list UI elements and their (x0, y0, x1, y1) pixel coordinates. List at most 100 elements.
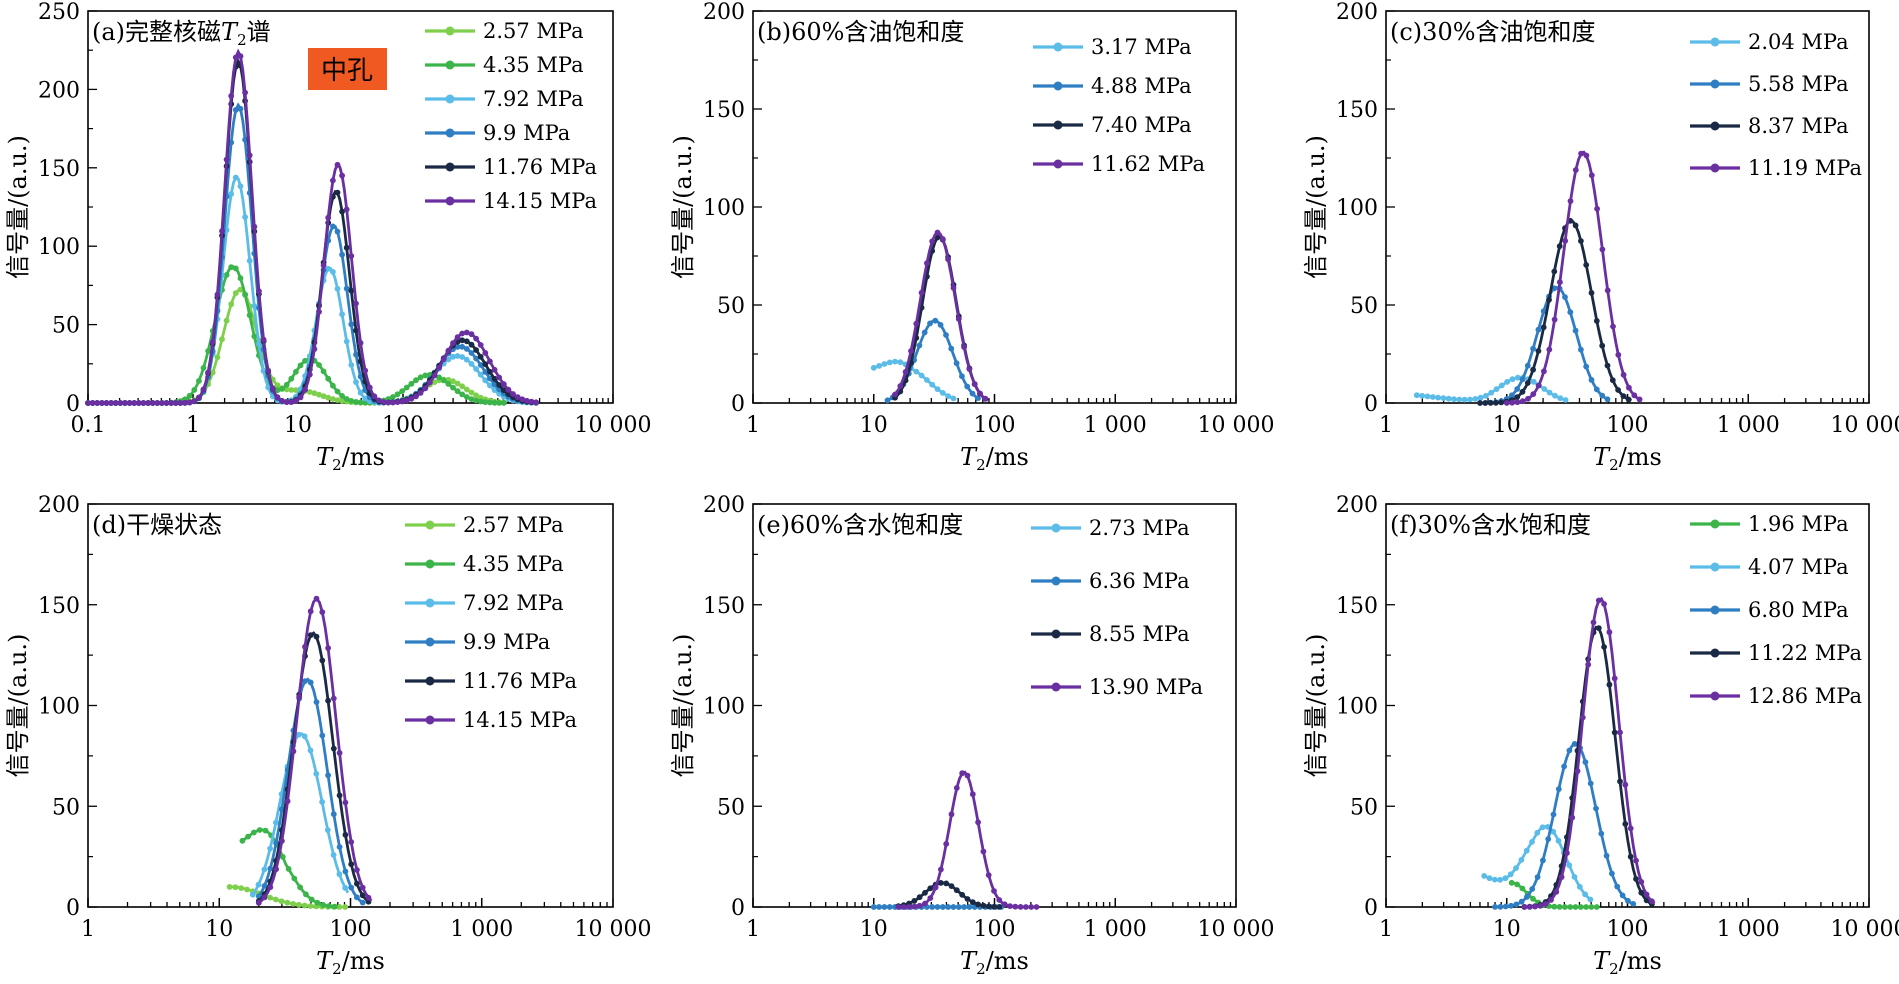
data-point (394, 399, 401, 405)
y-tick-label: 150 (703, 98, 745, 123)
data-point (255, 899, 262, 906)
data-point (307, 632, 314, 638)
legend-label: 6.80 MPa (1748, 598, 1849, 622)
data-point (514, 394, 521, 400)
data-point (1519, 398, 1526, 405)
data-point (159, 400, 165, 406)
data-point (1609, 870, 1615, 877)
data-point (353, 327, 359, 334)
series-line (257, 631, 370, 903)
data-point (251, 829, 257, 836)
data-point (939, 390, 946, 396)
data-point (510, 391, 516, 397)
data-point (1551, 316, 1558, 323)
data-point (1572, 222, 1579, 229)
panel-b: 1 10 100 1 000 10 000 0 50 100 150 200 T2/ms 信号量/(a… (669, 0, 1274, 474)
data-point (966, 904, 973, 910)
data-point (336, 750, 343, 756)
data-point (1627, 853, 1634, 860)
y-tick-label: 150 (38, 594, 80, 619)
data-point (313, 595, 320, 602)
data-point (228, 301, 235, 308)
data-point (491, 375, 498, 382)
data-point (348, 861, 355, 868)
data-point (320, 393, 327, 400)
data-point (450, 353, 456, 360)
panel-e: 1 10 100 1 000 10 000 0 50 100 150 200 T2/ms 信号量/(a… (669, 493, 1274, 978)
data-point (959, 770, 966, 777)
data-point (1514, 394, 1521, 400)
data-point (473, 355, 479, 362)
data-point (99, 400, 105, 406)
y-tick-label: 50 (717, 294, 745, 319)
data-point (1518, 898, 1525, 905)
data-point (1546, 296, 1552, 303)
data-point (290, 748, 297, 755)
data-point (1483, 392, 1489, 399)
data-point (131, 400, 138, 406)
data-point (278, 898, 285, 905)
data-point (1562, 237, 1569, 244)
data-point (191, 387, 198, 393)
data-point (463, 356, 470, 363)
legend-swatch-marker (1710, 37, 1720, 47)
data-point (126, 400, 133, 406)
data-point (1509, 376, 1516, 383)
data-point (482, 350, 489, 356)
data-point (950, 395, 957, 402)
data-point (269, 385, 276, 392)
data-point (1537, 902, 1544, 909)
data-point (357, 389, 364, 396)
x-tick-label: 0.1 (71, 413, 106, 438)
data-point (948, 345, 955, 352)
data-point (302, 678, 308, 684)
data-point (959, 891, 966, 898)
data-point (403, 384, 410, 391)
legend-label: 4.35 MPa (483, 53, 584, 77)
x-tick-label: 10 000 (1831, 413, 1899, 438)
data-point (1582, 891, 1588, 898)
data-point (964, 896, 971, 902)
data-point (924, 377, 930, 383)
data-point (927, 895, 934, 901)
data-point (519, 396, 526, 403)
data-point (1617, 729, 1623, 736)
data-point (1492, 904, 1498, 910)
series-line (88, 288, 507, 405)
data-point (496, 374, 503, 381)
x-tick-label: 100 (382, 413, 424, 438)
data-point (232, 884, 239, 891)
data-point (1445, 395, 1452, 402)
data-point (302, 357, 308, 364)
y-axis-label: 信号量/(a.u.) (4, 135, 32, 279)
data-point (929, 238, 936, 245)
x-tick-label: 100 (1607, 413, 1649, 438)
data-point (348, 362, 355, 368)
data-point (232, 265, 239, 272)
data-point (436, 374, 442, 381)
data-point (918, 289, 925, 296)
data-point (1007, 903, 1013, 909)
data-point (359, 899, 366, 906)
data-point (1467, 396, 1473, 403)
data-point (1601, 644, 1607, 650)
data-point (924, 260, 930, 267)
data-point (436, 364, 442, 371)
data-point (1542, 901, 1549, 907)
data-point (440, 377, 447, 384)
data-point (354, 894, 360, 901)
legend-swatch-marker (1710, 562, 1720, 572)
data-point (244, 886, 250, 893)
data-point (454, 334, 461, 341)
data-point (242, 89, 249, 96)
data-point (985, 872, 992, 878)
data-point (491, 399, 498, 406)
data-point (468, 389, 475, 396)
legend-swatch-marker (445, 94, 455, 104)
data-point (1535, 348, 1542, 354)
data-point (468, 350, 475, 356)
data-point (272, 896, 279, 903)
data-point (422, 385, 429, 392)
data-point (911, 903, 918, 910)
plot-frame (752, 503, 1237, 908)
